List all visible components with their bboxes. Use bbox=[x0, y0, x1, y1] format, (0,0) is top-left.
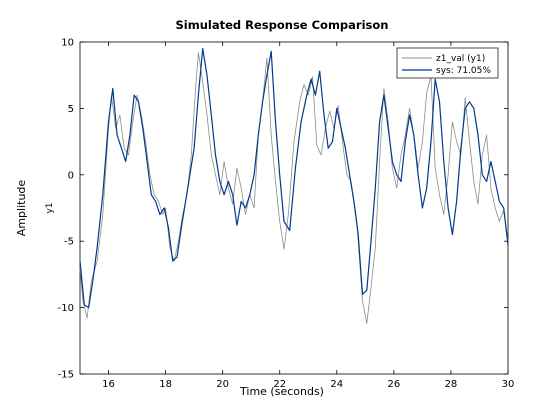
x-tick-label: 20 bbox=[216, 379, 229, 390]
axis-ticks: 16 18 20 22 24 26 28 30 -15 -10 -5 0 5 10 bbox=[58, 38, 515, 391]
y-tick-label: -15 bbox=[58, 370, 74, 381]
x-tick-label: 18 bbox=[159, 379, 172, 390]
y-tick-label: 10 bbox=[61, 38, 74, 49]
axes-box bbox=[79, 41, 509, 375]
series-line-model bbox=[79, 47, 509, 309]
legend-label-model: sys: 71.05% bbox=[436, 66, 491, 76]
y-tick-label: -10 bbox=[58, 303, 74, 314]
y-tick-label: 5 bbox=[68, 104, 74, 115]
x-tick-label: 26 bbox=[387, 379, 400, 390]
y-tick-label: 0 bbox=[68, 170, 74, 181]
x-tick-label: 16 bbox=[102, 379, 115, 390]
y-axis-label: Amplitude bbox=[15, 180, 28, 237]
channel-label: y1 bbox=[45, 202, 55, 213]
x-tick-label: 28 bbox=[445, 379, 458, 390]
legend-box bbox=[396, 47, 499, 79]
x-axis-label: Time (seconds) bbox=[239, 385, 324, 398]
y-tick-label: -5 bbox=[64, 237, 74, 248]
x-tick-label: 24 bbox=[330, 379, 343, 390]
legend: z1_val (y1) sys: 71.05% bbox=[396, 47, 499, 79]
x-tick-label: 30 bbox=[502, 379, 515, 390]
series-line-measured bbox=[79, 52, 509, 324]
legend-label-measured: z1_val (y1) bbox=[436, 54, 485, 64]
chart-title: Simulated Response Comparison bbox=[176, 18, 389, 32]
x-tick-label: 22 bbox=[273, 379, 286, 390]
series-layer bbox=[79, 47, 509, 324]
